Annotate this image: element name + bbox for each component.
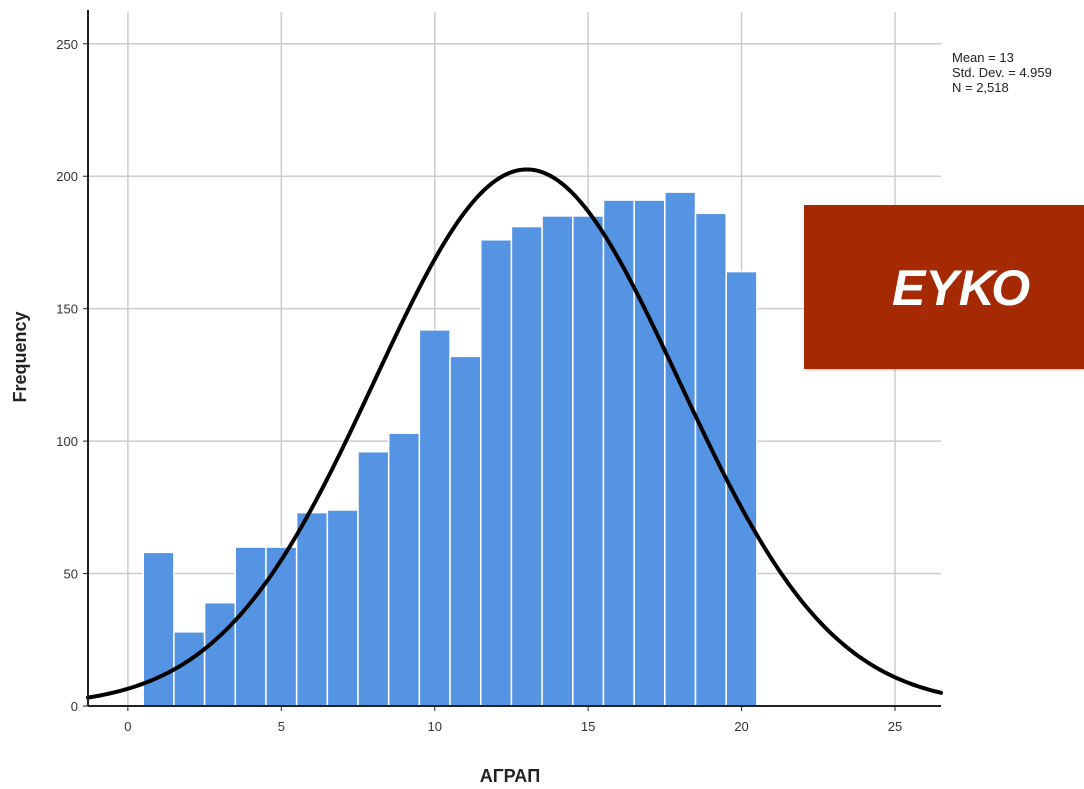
x-tick-label: 10 — [427, 719, 441, 734]
y-tick-label: 150 — [56, 302, 78, 317]
histogram-bar — [234, 546, 267, 707]
y-axis-title: Frequency — [10, 311, 30, 402]
x-tick-label: 15 — [581, 719, 595, 734]
y-tick-label: 100 — [56, 434, 78, 449]
y-tick-labels: 0 50 100 150 200 250 — [56, 37, 88, 714]
histogram-bar — [203, 601, 237, 707]
overlay-banner: ΕΥΚΟ — [804, 205, 1084, 369]
banner-text: ΕΥΚΟ — [892, 260, 1031, 316]
histogram-bar — [326, 509, 359, 707]
histogram-bar — [449, 355, 482, 707]
x-axis-title: ΑΓΡΑΠ — [480, 766, 541, 786]
histogram-bar — [295, 511, 329, 707]
histogram-bar — [357, 450, 390, 707]
stats-mean: Mean = 13 — [952, 50, 1014, 65]
stats-legend: Mean = 13 Std. Dev. = 4.959 N = 2,518 — [952, 50, 1052, 95]
x-tick-label: 0 — [124, 719, 131, 734]
stats-std-dev: Std. Dev. = 4.959 — [952, 65, 1052, 80]
x-tick-labels: 0 5 10 15 20 25 — [124, 706, 902, 734]
histogram-bar — [387, 432, 421, 707]
y-tick-label: 250 — [56, 37, 78, 52]
y-tick-label: 200 — [56, 169, 78, 184]
histogram-bar — [572, 215, 605, 707]
stats-n: N = 2,518 — [952, 80, 1009, 95]
histogram-bar — [510, 225, 543, 707]
histogram-bar — [633, 199, 666, 707]
x-tick-label: 25 — [888, 719, 902, 734]
x-tick-label: 5 — [278, 719, 285, 734]
histogram-bars — [142, 191, 758, 707]
y-tick-label: 0 — [71, 699, 78, 714]
histogram-bar — [418, 329, 451, 707]
histogram-bar — [541, 215, 574, 707]
histogram-bar — [265, 546, 298, 707]
x-tick-label: 20 — [734, 719, 748, 734]
histogram-bar — [664, 191, 697, 707]
normal-curve — [86, 167, 943, 700]
axes — [87, 10, 941, 707]
histogram-bar — [479, 239, 513, 707]
histogram-bar — [694, 212, 727, 707]
y-tick-label: 50 — [64, 567, 78, 582]
